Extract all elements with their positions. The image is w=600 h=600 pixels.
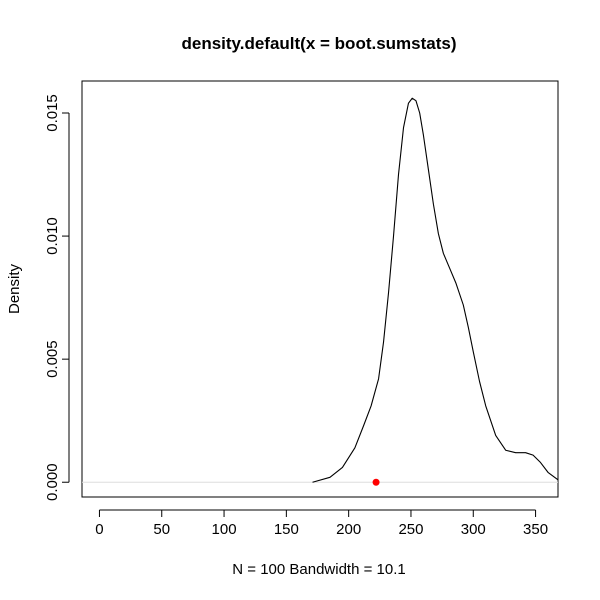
x-tick-label: 0 (95, 521, 103, 538)
x-tick-label: 50 (153, 521, 170, 538)
y-tick-label: 0.005 (44, 340, 61, 378)
observed-point-0 (372, 478, 380, 486)
y-axis: 0.000 0.005 0.010 0.015 (44, 94, 70, 501)
y-tick-label: 0.015 (44, 94, 61, 132)
x-tick-label: 350 (523, 521, 548, 538)
x-tick-label: 200 (336, 521, 361, 538)
x-tick-label: 300 (461, 521, 486, 538)
plot-area (82, 97, 559, 486)
x-axis-label: N = 100 Bandwidth = 10.1 (232, 561, 405, 578)
chart-title: density.default(x = boot.sumstats) (181, 34, 456, 53)
x-axis: 0 50 100 150 200 250 300 350 (95, 509, 548, 538)
y-axis-label: Density (6, 263, 23, 314)
x-tick-label: 250 (398, 521, 423, 538)
y-tick-label: 0.000 (44, 463, 61, 501)
density-curve-0 (312, 97, 559, 483)
plot-frame (81, 80, 559, 498)
x-tick-label: 100 (212, 521, 237, 538)
y-tick-label: 0.010 (44, 217, 61, 255)
x-tick-label: 150 (274, 521, 299, 538)
